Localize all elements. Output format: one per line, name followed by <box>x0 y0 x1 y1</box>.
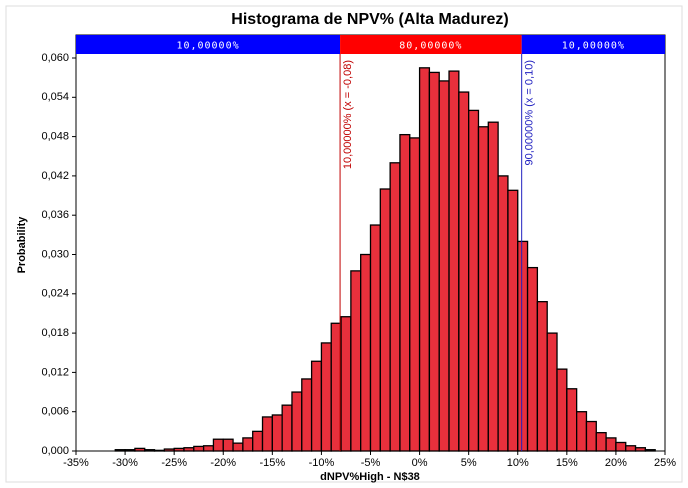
bar <box>458 91 470 452</box>
bar <box>526 266 539 452</box>
bar <box>497 175 509 452</box>
bar <box>625 445 637 452</box>
bar <box>281 404 293 452</box>
bar <box>546 332 558 452</box>
band <box>340 35 522 54</box>
bar <box>487 121 499 452</box>
bar <box>291 391 303 452</box>
bar <box>173 447 185 452</box>
bar <box>310 360 323 452</box>
band <box>76 35 341 54</box>
bar <box>477 126 489 452</box>
bar <box>468 109 480 452</box>
bar <box>222 438 234 452</box>
bar <box>144 449 156 452</box>
y-tick-label: 0,024 <box>41 288 69 300</box>
bar <box>556 368 568 452</box>
bar <box>114 449 126 452</box>
bar <box>389 162 401 452</box>
chart-title: Histograma de NPV% (Alta Madurez) <box>231 11 508 28</box>
bar <box>576 411 588 452</box>
band-label: 80,00000% <box>399 41 462 52</box>
bar <box>379 188 391 452</box>
bar <box>605 437 617 452</box>
y-tick-label: 0,018 <box>41 327 69 339</box>
bar <box>232 442 244 452</box>
band <box>521 35 665 54</box>
x-tick-label: 0% <box>412 457 428 469</box>
x-tick-label: -35% <box>63 457 89 469</box>
bar <box>212 438 224 452</box>
y-tick-label: 0,000 <box>41 445 69 457</box>
band-label: 10,00000% <box>562 41 625 52</box>
x-tick-label: 10% <box>507 457 529 469</box>
bar <box>350 270 362 452</box>
marker-label: 10,00000% (x = -0,08) <box>342 60 354 169</box>
band-label: 10,00000% <box>176 41 239 52</box>
bar <box>369 224 381 452</box>
y-tick-label: 0,042 <box>41 170 69 182</box>
bar <box>124 449 136 452</box>
x-tick-label: 20% <box>605 457 627 469</box>
bar <box>153 449 166 452</box>
bar <box>438 80 450 452</box>
bar <box>507 189 519 452</box>
x-tick-label: -15% <box>259 457 285 469</box>
y-tick-label: 0,048 <box>41 131 69 143</box>
x-tick-label: -10% <box>309 457 335 469</box>
bar <box>320 342 332 452</box>
x-tick-label: 15% <box>556 457 578 469</box>
y-tick-label: 0,012 <box>41 366 69 378</box>
x-tick-label: 5% <box>461 457 477 469</box>
bar <box>448 70 460 452</box>
x-tick-label: -5% <box>361 457 381 469</box>
y-tick-label: 0,030 <box>41 248 69 260</box>
bar <box>242 437 254 452</box>
x-tick-label: 25% <box>654 457 676 469</box>
frame <box>5 5 683 483</box>
bar <box>585 420 597 452</box>
bar <box>418 67 431 452</box>
bar <box>634 447 647 452</box>
x-axis-label: dNPV%High - N$38 <box>320 471 420 483</box>
x-tick-label: -25% <box>161 457 187 469</box>
bar <box>271 414 283 452</box>
bar <box>615 441 627 452</box>
bar <box>517 240 529 452</box>
y-axis-label: Probability <box>16 216 28 274</box>
y-tick-label: 0,036 <box>41 209 69 221</box>
bar <box>340 316 352 452</box>
bar <box>163 448 175 452</box>
y-tick-label: 0,060 <box>41 52 69 64</box>
bar <box>252 430 264 452</box>
bar <box>566 388 578 452</box>
bar <box>261 416 273 452</box>
bar <box>360 253 372 452</box>
bar <box>202 445 215 452</box>
bar <box>409 137 421 452</box>
y-tick-label: 0,006 <box>41 406 69 418</box>
bar <box>193 445 205 452</box>
bar <box>595 432 607 452</box>
bar <box>536 301 548 452</box>
bar <box>134 447 146 452</box>
y-tick-label: 0,054 <box>41 91 69 103</box>
x-tick-label: -30% <box>112 457 138 469</box>
bar <box>428 71 440 452</box>
bar <box>399 133 411 452</box>
marker-label: 90,00000% (x = 0,10) <box>524 60 536 166</box>
bar <box>301 378 313 452</box>
x-tick-label: -20% <box>210 457 236 469</box>
bar <box>644 449 656 452</box>
bar <box>183 447 195 452</box>
